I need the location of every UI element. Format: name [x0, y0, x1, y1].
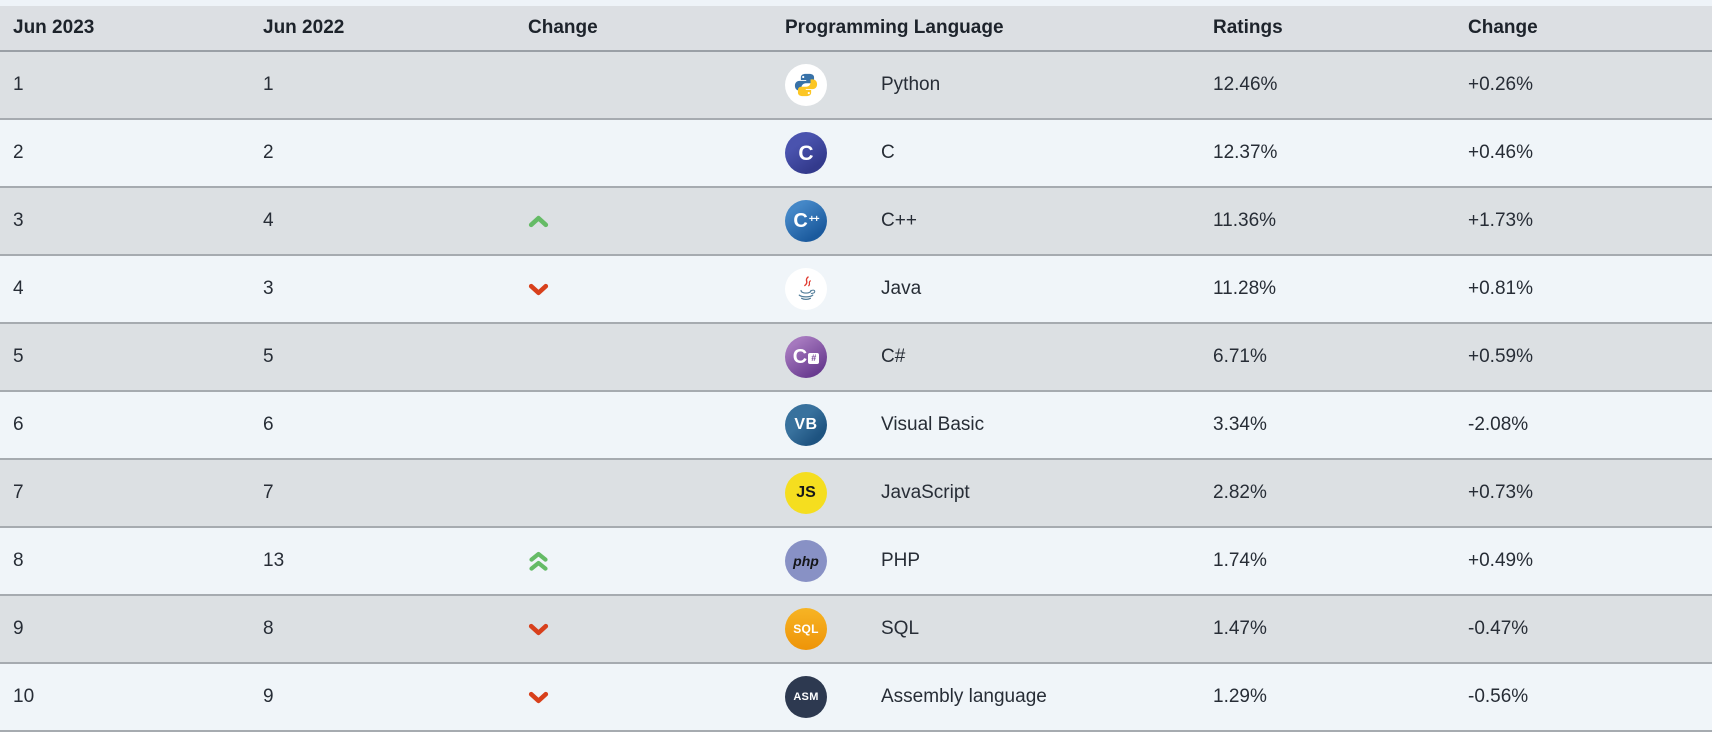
python-icon: [785, 64, 827, 106]
header-jun-2023: Jun 2023: [13, 17, 95, 38]
csharp-icon: C #: [785, 336, 827, 378]
language-name: Assembly language: [881, 686, 1047, 707]
php-icon: php: [785, 540, 827, 582]
table-row: 4 3 Java 11.28% +0.81%: [0, 256, 1712, 324]
rating-value: 11.36%: [1213, 210, 1277, 231]
language-name: Java: [881, 278, 922, 299]
header-ratings: Ratings: [1213, 17, 1283, 38]
rating-value: 1.29%: [1213, 686, 1267, 707]
table-row: 8 13 php PHP 1.74% +0.49%: [0, 528, 1712, 596]
language-icon-cell: VB: [785, 404, 881, 446]
language-icon-cell: JS: [785, 472, 881, 514]
rank-2022: 9: [263, 686, 274, 707]
rating-change: -0.56%: [1468, 686, 1529, 707]
cpp-icon: C ++: [785, 200, 827, 242]
rating-change: +0.49%: [1468, 550, 1533, 571]
visual-basic-icon: VB: [785, 404, 827, 446]
rating-change: +0.26%: [1468, 74, 1533, 95]
rating-change: +0.46%: [1468, 142, 1533, 163]
rank-2022: 6: [263, 414, 274, 435]
rank-2022: 3: [263, 278, 274, 299]
rank-2023: 6: [13, 414, 24, 435]
assembly-icon: ASM: [785, 676, 827, 718]
language-name: C#: [881, 346, 906, 367]
table-row: 9 8 SQL SQL 1.47% -0.47%: [0, 596, 1712, 664]
rating-change: +0.59%: [1468, 346, 1533, 367]
language-icon-cell: C: [785, 132, 881, 174]
header-jun-2022: Jun 2022: [263, 17, 345, 38]
rank-2023: 8: [13, 550, 24, 571]
rank-2023: 3: [13, 210, 24, 231]
language-icon-cell: C ++: [785, 200, 881, 242]
rating-value: 3.34%: [1213, 414, 1267, 435]
rank-2022: 8: [263, 618, 274, 639]
rank-change-cell: [528, 551, 785, 572]
rank-up-icon: [528, 215, 549, 227]
rating-change: +0.73%: [1468, 482, 1533, 503]
language-icon-cell: php: [785, 540, 881, 582]
language-icon-cell: ASM: [785, 676, 881, 718]
language-icon-cell: C #: [785, 336, 881, 378]
sql-icon: SQL: [785, 608, 827, 650]
c-icon: C: [785, 132, 827, 174]
table-row: 5 5 C # C# 6.71% +0.59%: [0, 324, 1712, 392]
tiobe-index-table: Jun 2023 Jun 2022 Change Programming Lan…: [0, 6, 1712, 732]
table-row: 7 7 JS JavaScript 2.82% +0.73%: [0, 460, 1712, 528]
rank-2023: 2: [13, 142, 24, 163]
rating-value: 11.28%: [1213, 278, 1277, 299]
rating-value: 12.46%: [1213, 74, 1278, 95]
language-icon-cell: [785, 64, 881, 106]
table-row: 2 2 C C 12.37% +0.46%: [0, 120, 1712, 188]
rank-2022: 1: [263, 74, 274, 95]
rating-change: +1.73%: [1468, 210, 1533, 231]
rank-2023: 4: [13, 278, 24, 299]
rating-change: -2.08%: [1468, 414, 1529, 435]
rating-value: 12.37%: [1213, 142, 1278, 163]
rank-2023: 1: [13, 74, 24, 95]
language-icon-cell: [785, 268, 881, 310]
rank-up-double-icon: [529, 551, 548, 571]
rank-change-cell: [528, 215, 785, 228]
rank-change-cell: [528, 283, 785, 296]
language-name: C++: [881, 210, 917, 231]
rating-value: 2.82%: [1213, 482, 1267, 503]
header-programming-language: Programming Language: [785, 17, 1004, 38]
rank-down-icon: [528, 623, 549, 635]
table-header: Jun 2023 Jun 2022 Change Programming Lan…: [0, 6, 1712, 52]
rank-2022: 13: [263, 550, 285, 571]
language-name: Visual Basic: [881, 414, 985, 435]
language-icon-cell: SQL: [785, 608, 881, 650]
language-name: SQL: [881, 618, 920, 639]
rating-value: 1.74%: [1213, 550, 1267, 571]
rank-2023: 7: [13, 482, 24, 503]
language-name: JavaScript: [881, 482, 970, 503]
rank-2023: 5: [13, 346, 24, 367]
javascript-icon: JS: [785, 472, 827, 514]
rank-2023: 9: [13, 618, 24, 639]
rank-2022: 7: [263, 482, 274, 503]
rank-2022: 5: [263, 346, 274, 367]
rank-2023: 10: [13, 686, 35, 707]
rating-value: 1.47%: [1213, 618, 1267, 639]
rank-2022: 4: [263, 210, 274, 231]
header-ratings-change: Change: [1468, 17, 1538, 38]
rating-value: 6.71%: [1213, 346, 1267, 367]
rank-change-cell: [528, 623, 785, 636]
table-row: 10 9 ASM Assembly language 1.29% -0.56%: [0, 664, 1712, 732]
java-icon: [785, 268, 827, 310]
table-row: 1 1 Python 12.46% +0.26%: [0, 52, 1712, 120]
language-name: C: [881, 142, 895, 163]
table-row: 6 6 VB Visual Basic 3.34% -2.08%: [0, 392, 1712, 460]
rank-change-cell: [528, 691, 785, 704]
language-name: Python: [881, 74, 941, 95]
header-rank-change: Change: [528, 17, 598, 38]
rank-2022: 2: [263, 142, 274, 163]
rating-change: +0.81%: [1468, 278, 1533, 299]
rank-down-icon: [528, 691, 549, 703]
table-row: 3 4 C ++ C++ 11.36% +1.73%: [0, 188, 1712, 256]
rating-change: -0.47%: [1468, 618, 1529, 639]
language-name: PHP: [881, 550, 921, 571]
rank-down-icon: [528, 283, 549, 295]
